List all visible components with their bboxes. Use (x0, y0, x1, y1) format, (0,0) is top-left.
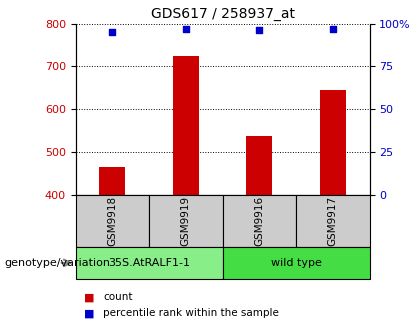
Text: count: count (103, 292, 132, 302)
Title: GDS617 / 258937_at: GDS617 / 258937_at (151, 7, 294, 21)
Text: GSM9918: GSM9918 (108, 196, 117, 246)
Text: genotype/variation: genotype/variation (4, 258, 110, 268)
Text: GSM9917: GSM9917 (328, 196, 338, 246)
Text: percentile rank within the sample: percentile rank within the sample (103, 308, 279, 319)
Bar (247, 136, 272, 195)
Bar (100, 167, 125, 195)
Text: ■: ■ (84, 292, 94, 302)
Text: 35S.AtRALF1-1: 35S.AtRALF1-1 (108, 258, 190, 268)
Text: GSM9919: GSM9919 (181, 196, 191, 246)
Text: GSM9916: GSM9916 (255, 196, 264, 246)
Point (109, 30, 116, 35)
Point (182, 26, 189, 31)
Text: ■: ■ (84, 308, 94, 319)
Bar (320, 90, 346, 195)
Point (256, 28, 263, 33)
Text: wild type: wild type (270, 258, 322, 268)
Bar (173, 56, 199, 195)
Point (330, 26, 336, 31)
